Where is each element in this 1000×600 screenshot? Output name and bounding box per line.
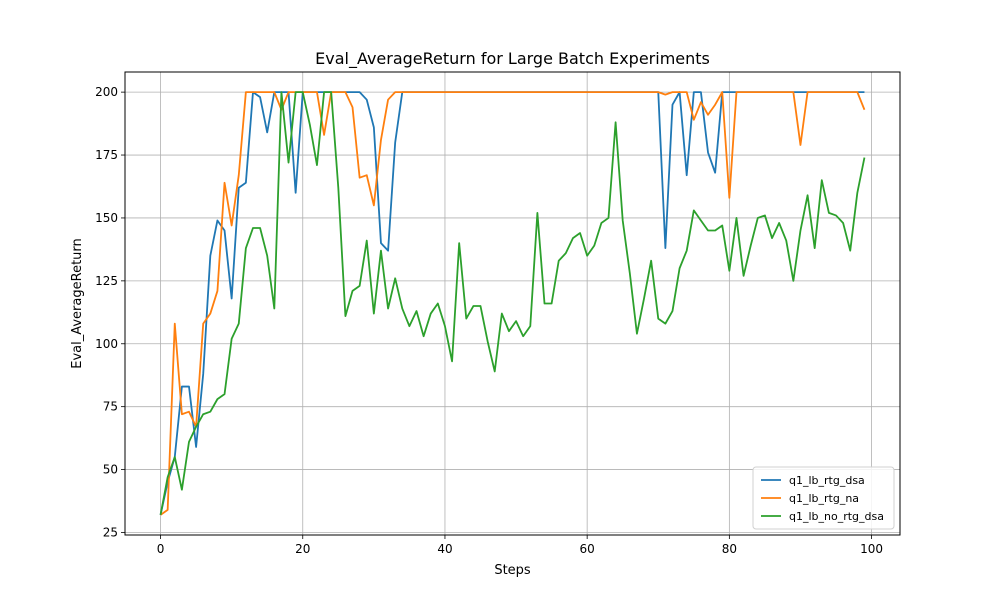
x-tick-label: 0 xyxy=(157,542,165,556)
axis-ticks: 0 20 40 60 80 100 25 50 75 100 125 150 175 200 xyxy=(95,85,883,556)
series-lines xyxy=(159,91,866,516)
x-tick-label: 100 xyxy=(860,542,883,556)
y-tick-label: 200 xyxy=(95,85,118,99)
x-tick-label: 20 xyxy=(295,542,310,556)
x-tick-label: 60 xyxy=(580,542,595,556)
y-tick-label: 125 xyxy=(95,274,118,288)
y-tick-label: 175 xyxy=(95,148,118,162)
x-tick-label: 40 xyxy=(437,542,452,556)
series-line-q1_lb_no_rtg_dsa xyxy=(159,91,866,516)
x-axis-label: Steps xyxy=(494,563,531,578)
y-tick-label: 150 xyxy=(95,211,118,225)
legend-label: q1_lb_rtg_dsa xyxy=(789,474,865,487)
legend: q1_lb_rtg_dsa q1_lb_rtg_na q1_lb_no_rtg_ds… xyxy=(752,466,895,530)
legend-label: q1_lb_rtg_na xyxy=(789,492,859,505)
chart-title: Eval_AverageReturn for Large Batch Exper… xyxy=(315,49,710,69)
plot-frame xyxy=(124,71,901,536)
series-line-q1_lb_rtg_na xyxy=(160,91,866,516)
x-tick-label: 80 xyxy=(722,542,737,556)
y-tick-label: 75 xyxy=(103,400,118,414)
legend-box xyxy=(752,466,895,530)
legend-label: q1_lb_no_rtg_dsa xyxy=(789,510,884,523)
y-tick-label: 25 xyxy=(103,525,118,539)
y-tick-label: 50 xyxy=(103,463,118,477)
y-tick-label: 100 xyxy=(95,337,118,351)
y-axis-label: Eval_AverageReturn xyxy=(70,238,85,369)
